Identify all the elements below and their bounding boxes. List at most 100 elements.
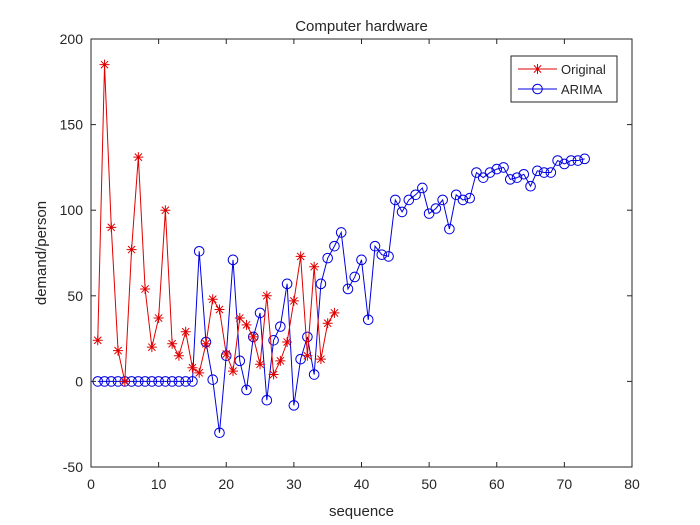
- data-point-arima: [538, 167, 550, 178]
- data-point-original: [119, 376, 130, 387]
- plot-area: [90, 38, 633, 468]
- x-tick-label: 50: [421, 476, 437, 492]
- data-point-original: [214, 304, 225, 315]
- data-point-arima: [525, 180, 536, 192]
- y-tick-label: -50: [63, 459, 83, 475]
- chart-title: Computer hardware: [295, 18, 428, 35]
- x-tick-label: 40: [354, 476, 370, 492]
- data-point-arima: [410, 189, 421, 201]
- data-point-original: [173, 350, 184, 361]
- data-point-arima: [302, 331, 313, 343]
- series-line-arima: [97, 158, 585, 433]
- data-point-original: [315, 354, 326, 365]
- data-point-arima: [369, 240, 381, 252]
- data-point-arima: [572, 155, 584, 166]
- legend-box: [510, 55, 618, 103]
- data-point-original: [302, 350, 313, 361]
- data-point-arima: [349, 271, 361, 283]
- data-point-arima: [565, 155, 577, 166]
- data-point-original: [106, 222, 117, 233]
- data-point-arima: [227, 254, 239, 266]
- data-point-arima: [268, 335, 279, 346]
- data-point-original: [295, 251, 306, 262]
- legend: Original ARIMA: [510, 55, 618, 103]
- data-point-original: [113, 345, 124, 356]
- data-point-original: [200, 338, 211, 349]
- data-point-arima: [180, 376, 191, 387]
- data-point-arima: [193, 245, 205, 257]
- data-point-original: [153, 313, 164, 324]
- data-point-arima: [275, 321, 286, 332]
- y-tick-label: 100: [60, 202, 84, 218]
- legend-marker-original: [532, 64, 543, 74]
- data-point-arima: [261, 394, 273, 406]
- data-point-arima: [335, 227, 347, 238]
- data-point-arima: [241, 384, 252, 396]
- x-axis-label: sequence: [329, 503, 394, 520]
- data-point-arima: [511, 172, 523, 183]
- legend-star-marker: [532, 64, 543, 74]
- series-original: [92, 59, 340, 387]
- x-tick-label: 30: [286, 476, 302, 492]
- series-line-original: [97, 64, 335, 382]
- data-point-arima: [471, 167, 482, 178]
- data-point-arima: [491, 163, 503, 175]
- data-point-arima: [579, 153, 590, 165]
- data-point-original: [282, 337, 293, 348]
- data-point-original: [167, 338, 178, 349]
- data-point-original: [126, 244, 137, 255]
- data-point-original: [207, 294, 218, 305]
- data-point-arima: [417, 182, 428, 194]
- x-tick-label: 10: [151, 476, 167, 492]
- data-point-arima: [160, 376, 171, 387]
- data-point-original: [268, 369, 279, 380]
- data-point-arima: [295, 353, 306, 365]
- data-point-original: [288, 295, 299, 306]
- x-tick-label: 20: [218, 476, 234, 492]
- y-tick-label: 50: [67, 288, 83, 304]
- data-point-arima: [477, 172, 489, 183]
- data-point-arima: [450, 189, 462, 201]
- data-point-original: [160, 205, 171, 216]
- data-point-arima: [133, 376, 144, 387]
- data-point-original: [255, 359, 266, 370]
- data-point-arima: [356, 254, 367, 266]
- data-point-original: [140, 283, 151, 294]
- data-point-arima: [403, 194, 415, 206]
- data-point-original: [221, 349, 232, 360]
- data-point-arima: [99, 376, 110, 387]
- data-point-arima: [518, 168, 530, 180]
- data-point-original: [146, 342, 157, 353]
- data-point-arima: [444, 223, 455, 235]
- data-point-arima: [484, 167, 496, 178]
- data-point-original: [194, 367, 205, 378]
- data-point-arima: [504, 174, 516, 185]
- data-point-arima: [234, 355, 246, 367]
- legend-label-arima: ARIMA: [561, 82, 603, 97]
- data-point-arima: [173, 376, 185, 387]
- data-point-arima: [559, 158, 570, 170]
- data-point-arima: [376, 249, 388, 261]
- data-point-original: [228, 366, 239, 377]
- data-point-original: [261, 290, 272, 301]
- data-point-arima: [396, 206, 408, 218]
- data-point-arima: [146, 376, 158, 387]
- y-axis-label: demand/person: [33, 201, 50, 305]
- series-arima: [92, 153, 590, 439]
- data-point-arima: [139, 376, 151, 387]
- data-point-arima: [437, 194, 448, 206]
- data-point-arima: [457, 194, 469, 206]
- data-point-arima: [545, 167, 557, 178]
- y-tick-label: 0: [75, 373, 83, 389]
- y-tick-label: 200: [60, 31, 84, 47]
- data-point-arima: [423, 208, 435, 219]
- data-point-original: [92, 335, 103, 346]
- data-point-original: [329, 307, 340, 318]
- data-point-original: [187, 362, 198, 373]
- data-point-arima: [166, 376, 178, 387]
- data-point-original: [133, 152, 144, 163]
- x-tick-label: 60: [489, 476, 505, 492]
- data-point-arima: [329, 240, 340, 252]
